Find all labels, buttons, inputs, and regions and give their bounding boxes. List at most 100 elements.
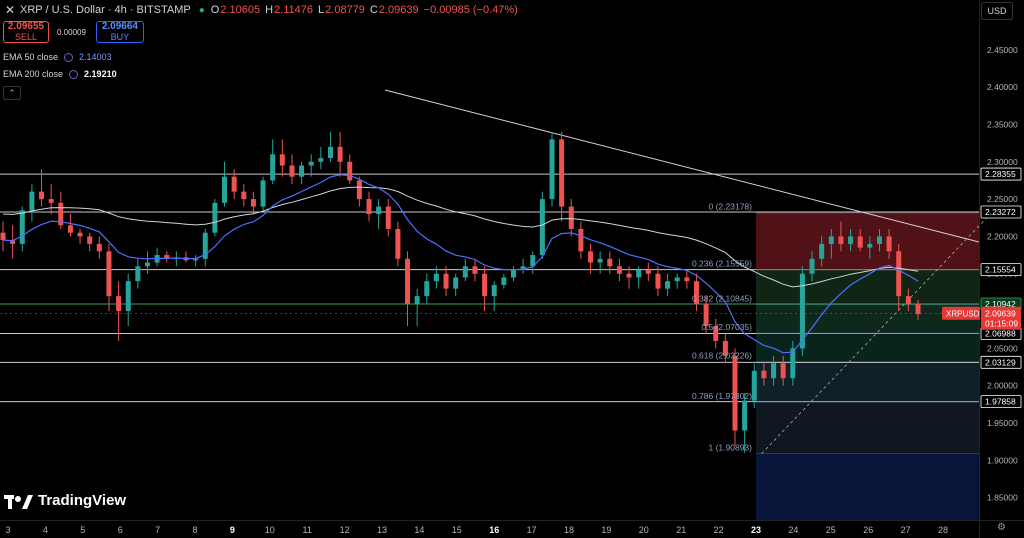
fib-label: 0 (2.23178) <box>709 202 753 212</box>
time-tick-label: 9 <box>230 525 235 535</box>
candle-body <box>337 146 343 162</box>
candle-body <box>222 176 228 203</box>
candle-body <box>655 273 661 289</box>
price-tick-label: 1.90000 <box>987 455 1018 465</box>
buy-label: BUY <box>110 32 130 42</box>
gear-icon[interactable]: ⚙ <box>997 522 1006 533</box>
countdown-label: 01:15:09 <box>985 319 1018 329</box>
level-tag <box>980 205 1022 219</box>
low-value: 2.08779 <box>325 4 365 16</box>
candle-body <box>684 277 690 282</box>
time-tick-label: 13 <box>377 525 387 535</box>
candle-body <box>780 363 786 379</box>
sell-label: SELL <box>14 32 38 42</box>
ema200-legend[interactable]: EMA 200 close 2.19210 <box>3 69 117 79</box>
price-tick-label: 2.40000 <box>987 82 1018 92</box>
candle-body <box>116 296 122 312</box>
time-tick-label: 27 <box>901 525 911 535</box>
fib-label: 1 (1.90893) <box>709 443 753 453</box>
candle-body <box>106 251 112 297</box>
candle-body <box>607 258 613 267</box>
candle-body <box>626 273 632 278</box>
candle-body <box>665 281 671 289</box>
trade-panel: 2.09655 SELL 0.00009 2.09664 BUY <box>3 21 144 43</box>
price-tick-label: 2.35000 <box>987 119 1018 129</box>
last-price-label: 2.09639 <box>985 309 1016 319</box>
time-tick-label: 8 <box>192 525 197 535</box>
candle-body <box>857 236 863 248</box>
candle-body <box>732 355 738 431</box>
price-tick-label: 2.45000 <box>987 45 1018 55</box>
candle-body <box>568 206 574 229</box>
open-label: O <box>210 4 220 16</box>
candle-body <box>876 236 882 244</box>
sell-price: 2.09655 <box>7 21 45 32</box>
candle-body <box>848 236 854 244</box>
candle-body <box>144 262 150 267</box>
ema50-line <box>2 174 919 354</box>
candle-body <box>501 277 507 285</box>
symbol-title[interactable]: XRP / U.S. Dollar · 4h · BITSTAMP <box>20 4 191 16</box>
candle-body <box>241 191 247 200</box>
symbol-tag <box>942 306 980 320</box>
market-status-icon: ● <box>198 4 205 16</box>
time-tick-label: 15 <box>452 525 462 535</box>
candle-body <box>462 266 468 278</box>
level-tag <box>980 263 1022 276</box>
collapse-legend-button[interactable]: ⌃ <box>3 86 21 100</box>
candle-body <box>39 191 45 200</box>
candle-body <box>915 303 921 315</box>
candle-body <box>347 161 353 181</box>
candle-body <box>828 236 834 244</box>
close-icon[interactable]: ✕ <box>4 3 16 17</box>
spread-value: 0.00009 <box>57 27 86 37</box>
time-tick-label: 5 <box>80 525 85 535</box>
buy-button[interactable]: 2.09664 BUY <box>95 21 144 43</box>
price-tick-label: 2.30000 <box>987 157 1018 167</box>
candle-body <box>482 273 488 297</box>
candle-body <box>289 165 295 177</box>
candle-body <box>771 363 777 379</box>
sell-button[interactable]: 2.09655 SELL <box>3 21 49 43</box>
close-label: C <box>369 4 378 16</box>
indicator-settings-icon[interactable] <box>64 52 74 62</box>
fib-label: 0.236 (2.15559) <box>692 259 752 269</box>
change-value: −0.00985 (−0.47%) <box>423 4 518 16</box>
ema200-line <box>2 186 919 288</box>
candle-body <box>135 266 141 282</box>
ema200-value: 2.19210 <box>84 69 117 79</box>
ema50-value: 2.14003 <box>79 52 112 62</box>
trend-line <box>384 89 980 243</box>
candle-body <box>327 146 333 159</box>
candle-body <box>742 400 748 431</box>
level-tag-label: 2.15554 <box>985 265 1016 275</box>
time-tick-label: 7 <box>155 525 160 535</box>
time-tick-label: 22 <box>714 525 724 535</box>
last-price-tag <box>981 306 1021 330</box>
indicator-settings-icon[interactable] <box>69 69 79 79</box>
candle-body <box>674 277 680 282</box>
candle-body <box>549 139 555 200</box>
ema50-legend[interactable]: EMA 50 close 2.14003 <box>3 52 112 62</box>
fib-label: 0.618 (2.03226) <box>692 351 752 361</box>
candle-body <box>790 348 796 379</box>
tradingview-logo-icon <box>4 494 33 509</box>
price-tick-label: 1.95000 <box>987 418 1018 428</box>
price-tick-label: 2.05000 <box>987 343 1018 353</box>
candle-body <box>279 154 285 166</box>
close-value: 2.09639 <box>378 4 419 16</box>
time-tick-label: 25 <box>826 525 836 535</box>
candle-body <box>87 236 93 244</box>
candle-body <box>96 243 102 252</box>
level-tag-label: 1.97858 <box>985 397 1016 407</box>
candle-body <box>125 281 131 312</box>
candle-body <box>443 273 449 289</box>
candle-body <box>539 199 545 256</box>
candle-body <box>867 243 873 248</box>
candle-body <box>751 370 757 401</box>
candle-body <box>588 251 594 263</box>
currency-selector[interactable]: USD <box>981 2 1013 20</box>
fib-zone <box>756 453 979 520</box>
candle-body <box>308 161 314 166</box>
